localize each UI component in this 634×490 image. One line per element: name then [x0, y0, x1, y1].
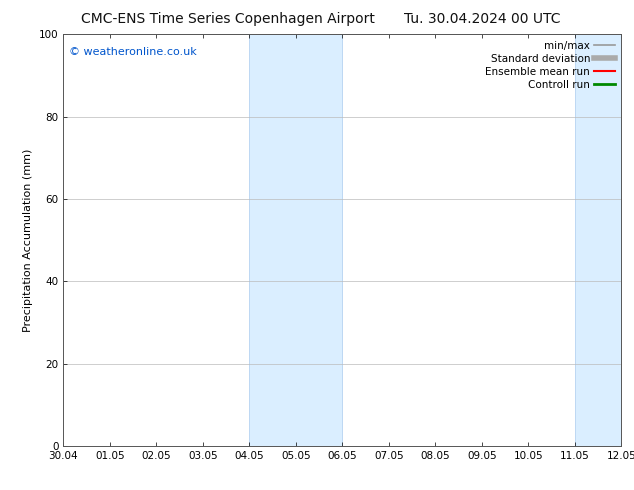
Text: © weatheronline.co.uk: © weatheronline.co.uk — [69, 47, 197, 57]
Text: CMC-ENS Time Series Copenhagen Airport: CMC-ENS Time Series Copenhagen Airport — [81, 12, 375, 26]
Bar — [249, 34, 342, 446]
Bar — [575, 34, 634, 446]
Text: Tu. 30.04.2024 00 UTC: Tu. 30.04.2024 00 UTC — [404, 12, 560, 26]
Legend: min/max, Standard deviation, Ensemble mean run, Controll run: min/max, Standard deviation, Ensemble me… — [481, 36, 619, 94]
Y-axis label: Precipitation Accumulation (mm): Precipitation Accumulation (mm) — [23, 148, 34, 332]
